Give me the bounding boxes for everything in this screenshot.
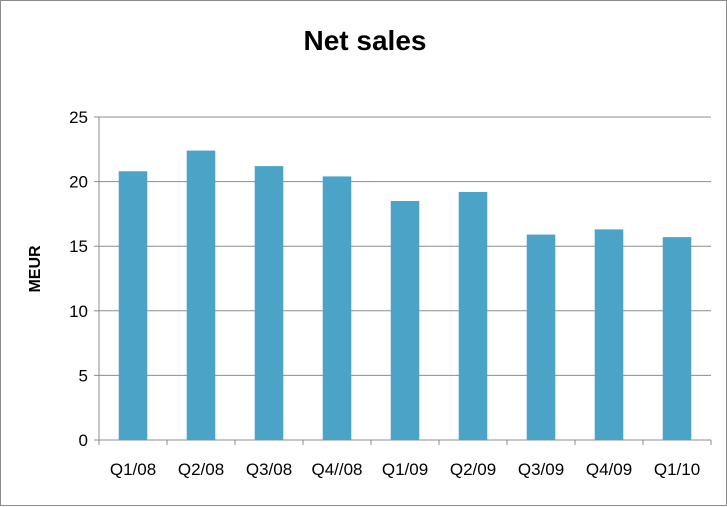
bar-q1-09 <box>390 200 420 440</box>
bars <box>118 150 692 441</box>
y-tick-label: 0 <box>79 431 88 450</box>
y-tick-label: 25 <box>69 108 88 127</box>
x-tick-label: Q1/09 <box>382 460 428 479</box>
x-tick-label: Q3/09 <box>518 460 564 479</box>
x-tick-label: Q3/08 <box>246 460 292 479</box>
x-tick-label: Q1/10 <box>654 460 700 479</box>
bar-q3-09 <box>526 234 556 440</box>
y-tick-label: 5 <box>79 366 88 385</box>
tick-labels: 0 5 10 15 20 25 Q1/08 Q2/08 Q3/08 Q4//08 Q1/09 Q2/0… <box>69 108 700 479</box>
x-tick-label: Q2/08 <box>178 460 224 479</box>
bar-q1-08 <box>118 171 148 441</box>
y-tick-label: 20 <box>69 173 88 192</box>
bar-q1-10 <box>662 237 692 440</box>
y-tick-label: 10 <box>69 302 88 321</box>
bar-q2-09 <box>458 191 488 440</box>
bar-q4-09 <box>594 229 624 440</box>
bar-q3-08 <box>254 166 284 440</box>
y-tick-label: 15 <box>69 237 88 256</box>
x-tick-label: Q2/09 <box>450 460 496 479</box>
x-tick-label: Q4//08 <box>311 460 362 479</box>
bar-q4-08 <box>322 176 352 440</box>
y-axis-label: MEUR <box>27 245 44 293</box>
x-tick-label: Q1/08 <box>110 460 156 479</box>
chart-title: Net sales <box>304 25 427 56</box>
bar-q2-08 <box>186 150 216 441</box>
axes <box>94 116 712 445</box>
x-tick-label: Q4/09 <box>586 460 632 479</box>
